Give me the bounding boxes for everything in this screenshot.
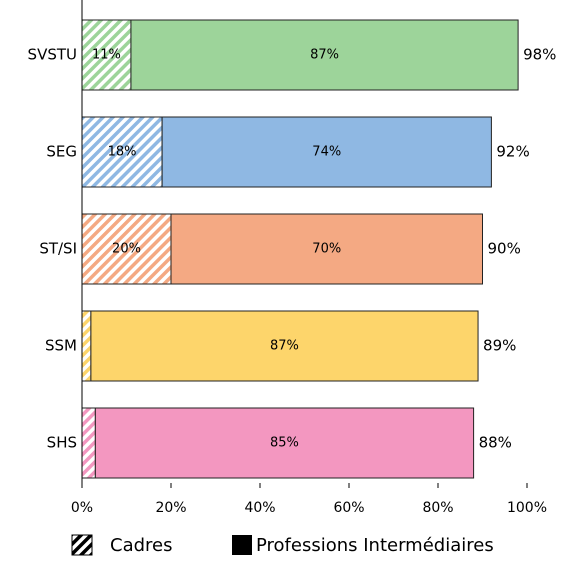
value-label: 74%: [312, 145, 341, 160]
bar-segment: [81, 19, 132, 91]
y-tick-label: SEG: [46, 143, 77, 161]
x-tick-label: 40%: [244, 500, 275, 516]
legend-swatch: [232, 535, 252, 555]
value-label: 20%: [112, 242, 141, 257]
y-tick-label: SVSTU: [28, 46, 77, 64]
legend-swatch: [71, 534, 93, 556]
bar-segment: [94, 407, 475, 479]
value-label: 11%: [92, 48, 121, 63]
x-tick-label: 80%: [422, 500, 453, 516]
y-tick-label: SSM: [45, 337, 77, 355]
bar-segment: [81, 213, 172, 285]
bar-segment: [81, 116, 163, 188]
bar-segment: [161, 116, 492, 188]
total-label: 88%: [479, 434, 512, 452]
value-label: 18%: [108, 145, 137, 160]
y-tick-label: ST/SI: [39, 240, 77, 258]
legend-label: Professions Intermédiaires: [256, 535, 494, 556]
bar-segment: [81, 407, 96, 479]
bar-segment: [170, 213, 483, 285]
x-tick-label: 100%: [507, 500, 547, 516]
total-label: 92%: [496, 143, 529, 161]
x-tick-label: 60%: [333, 500, 364, 516]
value-label: 85%: [270, 436, 299, 451]
x-tick-label: 20%: [155, 500, 186, 516]
total-label: 98%: [523, 46, 556, 64]
value-label: 70%: [312, 242, 341, 257]
value-label: 87%: [310, 48, 339, 63]
bar-segment: [81, 310, 92, 382]
total-label: 89%: [483, 337, 516, 355]
legend-label: Cadres: [110, 535, 172, 556]
x-tick-label: 0%: [71, 500, 93, 516]
bar-segment: [130, 19, 519, 91]
value-label: 87%: [270, 339, 299, 354]
total-label: 90%: [488, 240, 521, 258]
bar-segment: [90, 310, 479, 382]
y-tick-label: SHS: [47, 434, 77, 452]
